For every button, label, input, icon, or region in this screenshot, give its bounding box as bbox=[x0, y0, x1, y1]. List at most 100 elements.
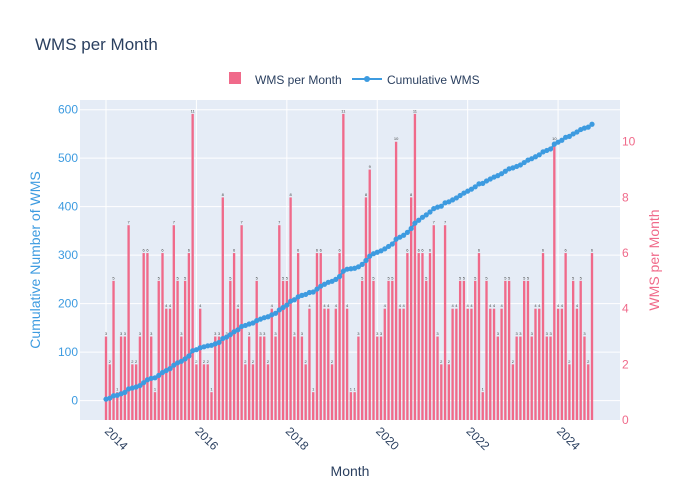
bar bbox=[443, 225, 447, 420]
bar-label: 3 bbox=[120, 331, 123, 336]
bar bbox=[263, 336, 266, 420]
bar-label: 4 bbox=[493, 303, 496, 308]
bar-label: 4 bbox=[538, 303, 541, 308]
bar bbox=[526, 280, 530, 420]
cumulative-point bbox=[186, 353, 192, 359]
bar-label: 1 bbox=[210, 387, 213, 392]
bar bbox=[300, 336, 304, 420]
bar bbox=[146, 253, 149, 420]
bar-label: 11 bbox=[413, 108, 418, 113]
x-tick-label: 2022 bbox=[464, 424, 493, 453]
x-tick-label: 2024 bbox=[554, 424, 583, 453]
cumulative-point bbox=[521, 159, 527, 166]
line-series bbox=[103, 121, 595, 402]
bar bbox=[462, 280, 466, 420]
bar bbox=[421, 253, 424, 420]
bar-label: 3 bbox=[436, 331, 439, 336]
bar-label: 6 bbox=[320, 248, 323, 253]
bar bbox=[383, 308, 386, 420]
bar bbox=[281, 280, 285, 420]
bar-label: 2 bbox=[587, 359, 590, 364]
bar-label: 5 bbox=[485, 275, 488, 280]
bar bbox=[138, 336, 142, 420]
bar-label: 7 bbox=[241, 220, 244, 225]
bar bbox=[289, 197, 292, 420]
bar-label: 1 bbox=[482, 387, 485, 392]
bar bbox=[161, 253, 164, 420]
bar bbox=[217, 336, 221, 420]
bar-label: 5 bbox=[372, 275, 375, 280]
bar-label: 4 bbox=[169, 303, 172, 308]
bar bbox=[323, 308, 326, 420]
bar bbox=[530, 336, 533, 420]
bar bbox=[244, 364, 247, 420]
bar bbox=[587, 364, 590, 420]
cumulative-point bbox=[235, 327, 241, 333]
bar-label: 5 bbox=[425, 275, 428, 280]
bar bbox=[285, 280, 289, 420]
bar-label: 3 bbox=[549, 331, 552, 336]
x-tick-label: 2014 bbox=[102, 424, 131, 453]
bar bbox=[232, 253, 236, 420]
bar bbox=[492, 308, 496, 420]
right-axis-ticks: 0 2 4 6 8 10 bbox=[622, 135, 636, 427]
bar-label: 2 bbox=[305, 359, 308, 364]
bar-label: 6 bbox=[418, 248, 421, 253]
bar-label: 2 bbox=[331, 359, 334, 364]
cumulative-point bbox=[517, 162, 524, 168]
legend[interactable]: WMS per Month Cumulative WMS bbox=[229, 72, 480, 87]
bar-label: 4 bbox=[470, 303, 473, 308]
cumulative-point bbox=[412, 220, 418, 226]
bar-label: 5 bbox=[256, 275, 259, 280]
bar-label: 2 bbox=[135, 359, 138, 364]
bar bbox=[579, 280, 582, 420]
bar-label: 4 bbox=[165, 303, 168, 308]
bar bbox=[296, 253, 300, 420]
bar-label: 2 bbox=[568, 359, 571, 364]
bar-label: 2 bbox=[440, 359, 443, 364]
bar-label: 6 bbox=[338, 248, 341, 253]
bar bbox=[523, 280, 526, 420]
bar-label: 4 bbox=[384, 303, 387, 308]
bar-label: 4 bbox=[451, 303, 454, 308]
bar bbox=[425, 280, 428, 420]
right-tick-label: 4 bbox=[622, 302, 629, 316]
bar bbox=[372, 280, 375, 420]
bar-label: 6 bbox=[421, 248, 424, 253]
bar-label: 5 bbox=[474, 275, 477, 280]
bar bbox=[489, 308, 492, 420]
bar-label: 5 bbox=[282, 275, 285, 280]
bar-label: 5 bbox=[391, 275, 394, 280]
bar bbox=[376, 336, 379, 420]
bar-label: 4 bbox=[327, 303, 330, 308]
x-axis-label: Month bbox=[331, 463, 370, 479]
left-tick-label: 400 bbox=[58, 200, 78, 214]
bar-label: 11 bbox=[341, 108, 346, 113]
bar-label: 2 bbox=[195, 359, 198, 364]
bar bbox=[334, 308, 337, 420]
cumulative-point bbox=[589, 121, 595, 127]
bar bbox=[266, 364, 270, 420]
bar-label: 3 bbox=[150, 331, 153, 336]
bar-label: 5 bbox=[459, 275, 462, 280]
bar bbox=[168, 308, 172, 420]
bar bbox=[364, 197, 368, 420]
left-tick-label: 0 bbox=[71, 394, 78, 408]
cumulative-point bbox=[419, 214, 426, 220]
left-tick-label: 200 bbox=[58, 297, 78, 311]
bar-label: 2 bbox=[244, 359, 247, 364]
bar bbox=[165, 308, 168, 420]
bar-label: 3 bbox=[139, 331, 142, 336]
bar-label: 2 bbox=[267, 359, 270, 364]
bar bbox=[485, 280, 488, 420]
cumulative-point bbox=[457, 192, 463, 199]
bar bbox=[247, 336, 251, 420]
cumulative-point bbox=[404, 229, 410, 235]
bar bbox=[413, 113, 417, 421]
bar bbox=[206, 364, 209, 420]
bar-label: 7 bbox=[444, 220, 447, 225]
bar bbox=[229, 280, 232, 420]
bar-label: 5 bbox=[508, 275, 511, 280]
bar bbox=[255, 280, 258, 420]
bar-label: 4 bbox=[346, 303, 349, 308]
